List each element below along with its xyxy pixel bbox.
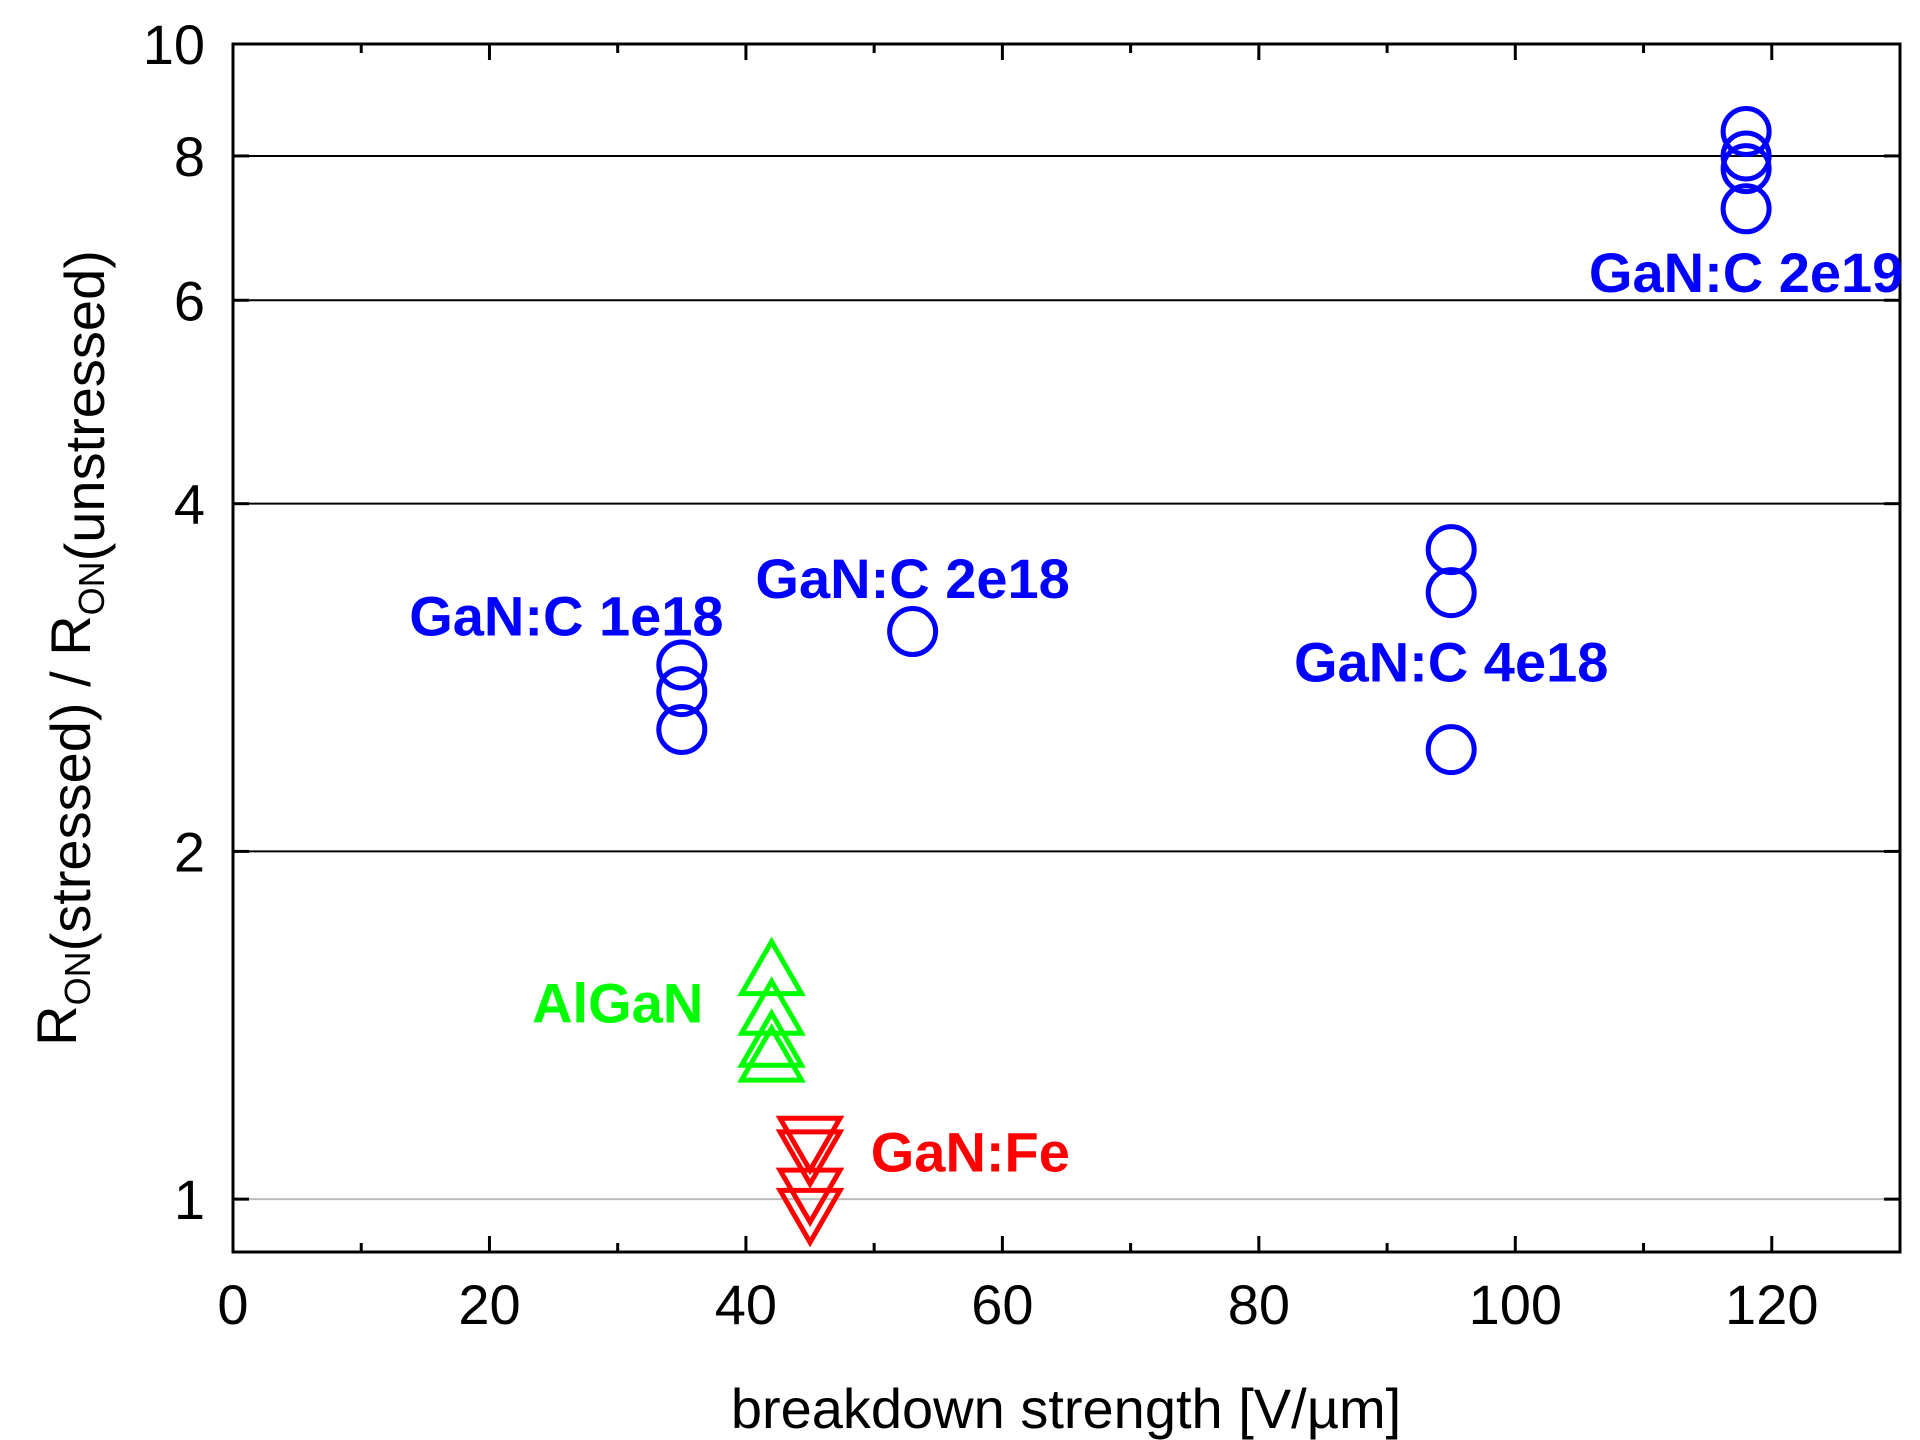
grid-lines <box>233 154 1900 1201</box>
x-tick-label: 120 <box>1725 1273 1818 1336</box>
data-point-triangle-down <box>775 1187 845 1248</box>
series-annotation: GaN:C 2e18 <box>755 547 1069 610</box>
x-tick-label: 40 <box>715 1273 777 1336</box>
y-tick-label: 1 <box>174 1168 205 1231</box>
series-annotation: AlGaN <box>532 971 703 1034</box>
series-annotation: GaN:C 1e18 <box>409 585 723 648</box>
y-tick-label: 10 <box>143 13 205 76</box>
data-point-circle <box>1425 567 1477 619</box>
y-tick-label: 8 <box>174 125 205 188</box>
x-tick-label: 80 <box>1228 1273 1290 1336</box>
y-tick-labels: 1 2 4 6 8 10 <box>143 13 205 1231</box>
series-annotation: GaN:Fe <box>871 1120 1070 1183</box>
y-tick-label: 2 <box>174 820 205 883</box>
x-tick-label: 60 <box>971 1273 1033 1336</box>
series-annotation: GaN:C 2e19 <box>1589 241 1903 304</box>
data-point-circle <box>887 606 939 658</box>
plot-frame <box>231 42 1902 1254</box>
data-point-triangle-up <box>737 1008 806 1068</box>
data-point-circle <box>1720 183 1772 235</box>
data-point-circle <box>1720 143 1772 195</box>
y-tick-label: 4 <box>174 473 205 536</box>
x-tick-labels: 0 20 40 60 80 100 120 <box>217 1273 1818 1336</box>
annotations: GaN:C 1e18 GaN:C 2e18 GaN:C 4e18 GaN:C 2e19… <box>409 241 1903 1184</box>
data-point-circle <box>656 704 708 756</box>
data-markers <box>656 105 1772 1248</box>
data-point-circle <box>1720 105 1772 157</box>
data-point-circle <box>656 639 708 691</box>
x-tick-label: 0 <box>217 1273 248 1336</box>
data-point-triangle-up <box>737 1023 806 1083</box>
data-point-circle <box>1425 524 1477 576</box>
y-tick-label: 6 <box>174 269 205 332</box>
x-tick-label: 100 <box>1469 1273 1562 1336</box>
axis-ticks <box>231 42 1902 1252</box>
x-axis-title: breakdown strength [V/µm] <box>731 1377 1401 1440</box>
data-point-triangle-up <box>737 936 806 997</box>
data-point-circle <box>1720 130 1772 182</box>
series-annotation: GaN:C 4e18 <box>1294 631 1608 694</box>
data-point-triangle-down <box>775 1115 845 1176</box>
data-point-triangle-down <box>775 1129 845 1189</box>
x-tick-label: 20 <box>458 1273 520 1336</box>
data-point-triangle-down <box>775 1167 845 1228</box>
data-point-circle <box>656 666 708 718</box>
y-axis-title: RON(stressed) / RON(unstressed) <box>25 250 116 1046</box>
data-point-circle <box>1425 724 1477 776</box>
data-point-triangle-up <box>737 976 806 1036</box>
